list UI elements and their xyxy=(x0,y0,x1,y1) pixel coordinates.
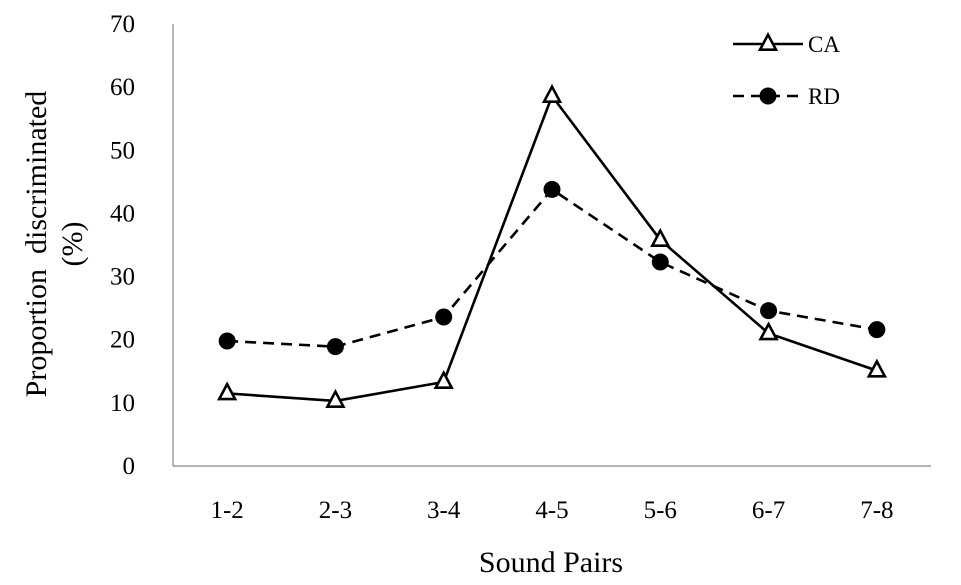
x-axis: 1-2 2-3 3-4 4-5 5-6 6-7 7-8 xyxy=(173,465,931,524)
y-tick-label: 0 xyxy=(123,453,136,480)
series-ca-marker xyxy=(433,369,454,390)
x-axis-title: Sound Pairs xyxy=(479,546,623,579)
x-tick-label: 2-3 xyxy=(319,497,352,524)
series-rd-marker xyxy=(868,321,886,339)
series-ca-line xyxy=(227,94,878,403)
legend-ca-label: CA xyxy=(808,32,840,57)
series-rd-marker xyxy=(218,332,236,350)
series-rd-marker xyxy=(543,180,561,198)
legend-rd-marker xyxy=(759,87,777,105)
y-tick-label: 40 xyxy=(110,200,135,227)
y-tick-label: 20 xyxy=(110,327,135,354)
y-tick-label: 60 xyxy=(110,74,135,101)
x-tick-label: 6-7 xyxy=(752,497,785,524)
series-ca-marker xyxy=(216,381,238,401)
x-tick-label: 4-5 xyxy=(535,497,568,524)
legend-rd-label: RD xyxy=(808,84,840,109)
x-tick-label: 1-2 xyxy=(210,497,243,524)
series-ca-marker xyxy=(866,358,888,378)
y-axis: 0 10 20 30 40 50 60 70 xyxy=(110,11,174,480)
series-rd-marker xyxy=(326,338,344,356)
x-tick-label: 5-6 xyxy=(644,497,677,524)
series-ca-marker xyxy=(650,227,671,247)
y-axis-title: Proportion discriminated (%) xyxy=(20,91,89,398)
plot-area xyxy=(216,83,888,408)
series-rd-marker xyxy=(760,302,778,320)
series-ca-marker xyxy=(758,321,779,341)
legend-ca-marker xyxy=(757,31,779,52)
y-tick-label: 30 xyxy=(110,264,135,291)
y-axis-title-line-1: Proportion discriminated xyxy=(20,91,53,398)
x-tick-label: 3-4 xyxy=(427,497,461,524)
y-tick-label: 10 xyxy=(110,390,135,417)
y-axis-title-line-2: (%) xyxy=(56,222,89,267)
y-tick-label: 70 xyxy=(110,11,135,38)
series-rd-marker xyxy=(435,308,453,326)
series-ca-marker xyxy=(541,83,563,103)
x-tick-label: 7-8 xyxy=(860,497,893,524)
series-rd-marker xyxy=(651,253,669,271)
y-tick-label: 50 xyxy=(110,137,135,164)
legend: CA RD xyxy=(733,31,840,109)
series-ca-marker xyxy=(325,388,346,408)
series-rd-line xyxy=(227,188,878,348)
